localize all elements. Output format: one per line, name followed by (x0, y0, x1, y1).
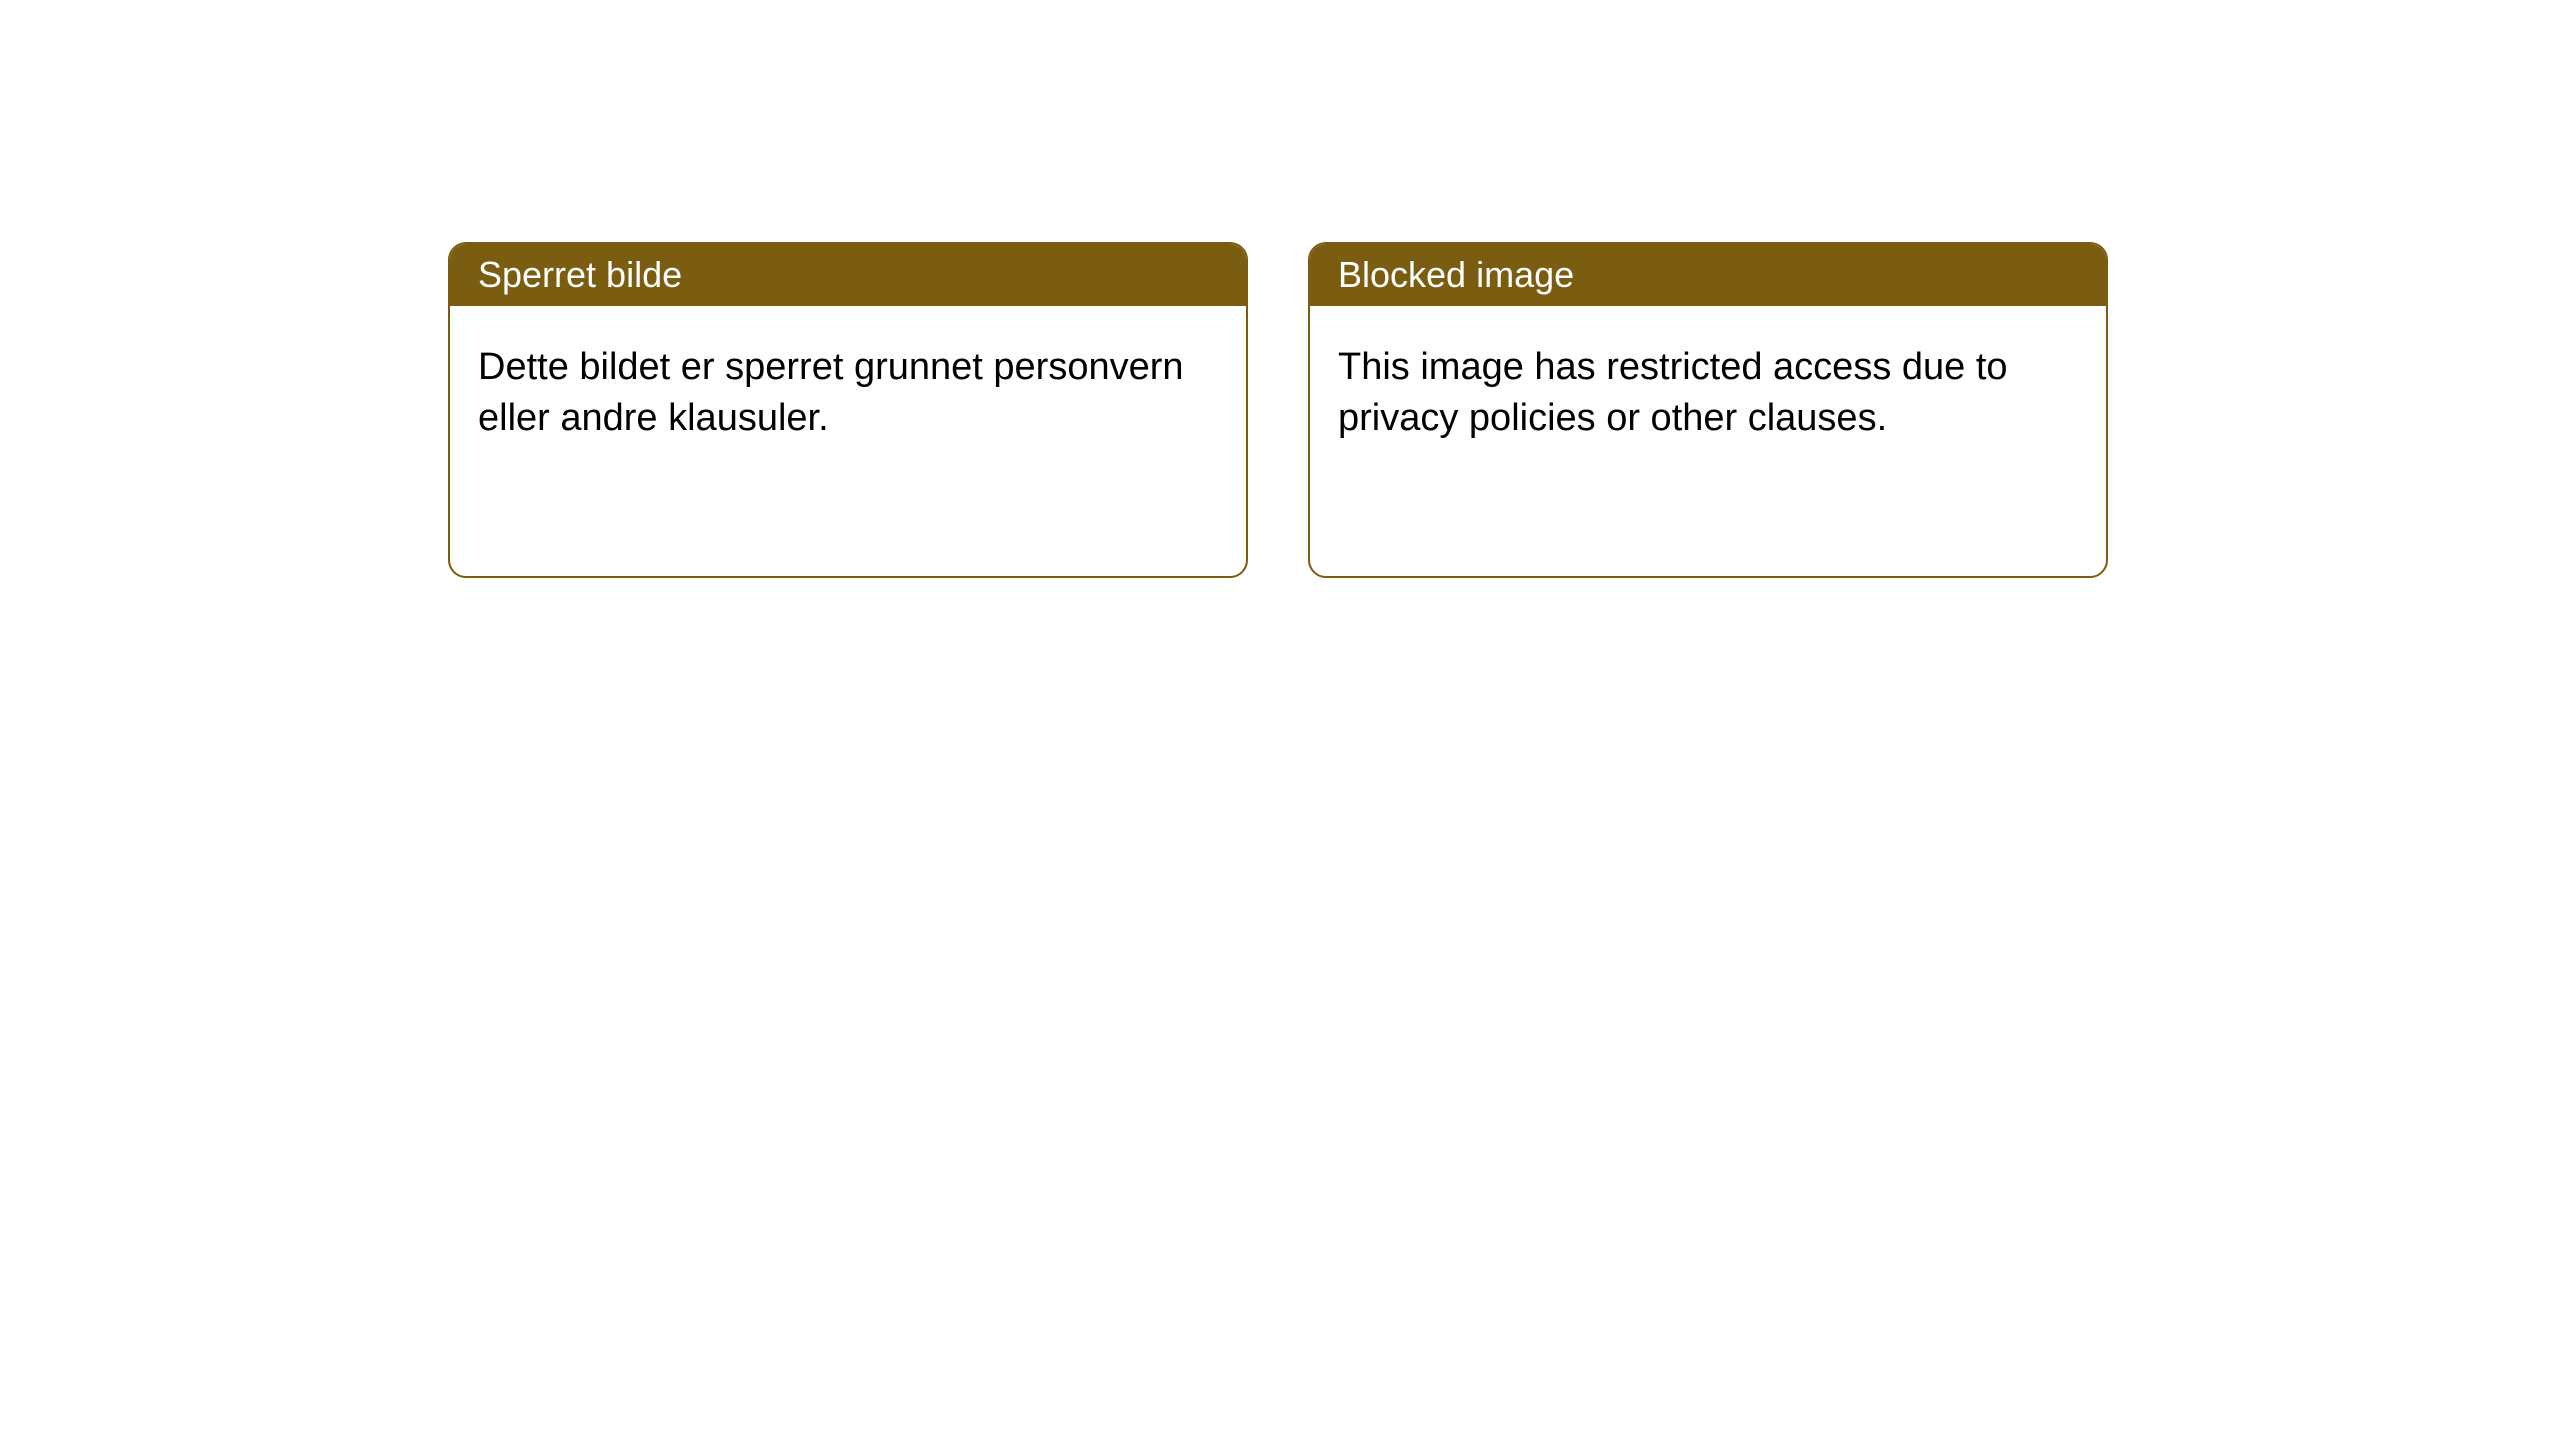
notice-body: Dette bildet er sperret grunnet personve… (450, 306, 1246, 576)
notice-card-english: Blocked image This image has restricted … (1308, 242, 2108, 578)
notice-title: Sperret bilde (450, 244, 1246, 306)
notice-container: Sperret bilde Dette bildet er sperret gr… (0, 0, 2560, 578)
notice-card-norwegian: Sperret bilde Dette bildet er sperret gr… (448, 242, 1248, 578)
notice-body: This image has restricted access due to … (1310, 306, 2106, 576)
notice-title: Blocked image (1310, 244, 2106, 306)
